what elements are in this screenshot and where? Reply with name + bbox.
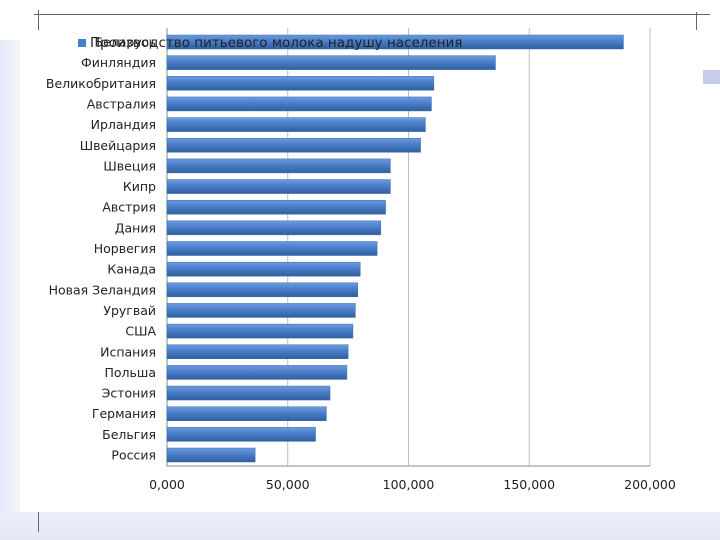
- left-decor-stripe: [0, 40, 22, 540]
- bar: [166, 199, 386, 215]
- category-label: Бельгия: [102, 427, 156, 442]
- category-label: США: [125, 324, 156, 339]
- bottom-decor-stripe: [0, 512, 720, 540]
- x-tick-label: 50,000: [266, 477, 310, 492]
- x-tick-label: 200,000: [624, 477, 676, 492]
- bar: [166, 427, 316, 442]
- legend-swatch: [78, 39, 86, 47]
- bar: [166, 55, 496, 70]
- bar: [166, 158, 391, 174]
- bar: [166, 303, 356, 318]
- bar: [166, 344, 349, 359]
- category-label: Австралия: [87, 96, 156, 111]
- bar: [166, 241, 378, 256]
- category-label: Россия: [111, 448, 156, 463]
- bar: [166, 179, 391, 194]
- bar: [166, 138, 421, 153]
- bar: [166, 117, 426, 132]
- category-label: Швеция: [103, 158, 156, 173]
- category-label: Беларусь: [95, 35, 157, 50]
- bar: [166, 447, 256, 463]
- category-label: Швейцария: [80, 138, 156, 153]
- right-decor-square: [703, 70, 720, 84]
- bar: [166, 34, 624, 50]
- category-label: Новая Зеландия: [49, 282, 156, 297]
- bar: [166, 365, 348, 380]
- frame-top-line: [34, 14, 710, 15]
- bar: [166, 282, 359, 298]
- bar: [166, 76, 435, 91]
- x-tick-label: 150,000: [503, 477, 555, 492]
- legend-label: Производство питьевого молока надушу нас…: [90, 35, 463, 51]
- category-label: Австрия: [102, 200, 156, 215]
- category-label: Финляндия: [81, 55, 156, 70]
- chart-legend: Производство питьевого молока надушу нас…: [78, 35, 462, 51]
- bar: [166, 406, 327, 421]
- category-label: Норвегия: [94, 241, 156, 256]
- category-label: Великобритания: [46, 76, 156, 91]
- category-label: Эстония: [102, 386, 156, 401]
- bar: [166, 96, 432, 112]
- bar: [166, 323, 354, 339]
- bar: [166, 261, 361, 277]
- category-label: Ирландия: [91, 117, 156, 132]
- x-tick-label: 100,000: [383, 477, 435, 492]
- bar: [166, 385, 331, 401]
- category-label: Канада: [107, 262, 156, 277]
- category-label: Уругвай: [103, 303, 156, 318]
- category-label: Испания: [100, 344, 156, 359]
- category-label: Польша: [104, 365, 156, 380]
- category-label: Дания: [115, 220, 156, 235]
- frame-right-tick: [696, 12, 697, 32]
- bar: [166, 220, 381, 236]
- category-label: Германия: [92, 406, 156, 421]
- x-tick-label: 0,000: [149, 477, 185, 492]
- category-label: Кипр: [123, 179, 156, 194]
